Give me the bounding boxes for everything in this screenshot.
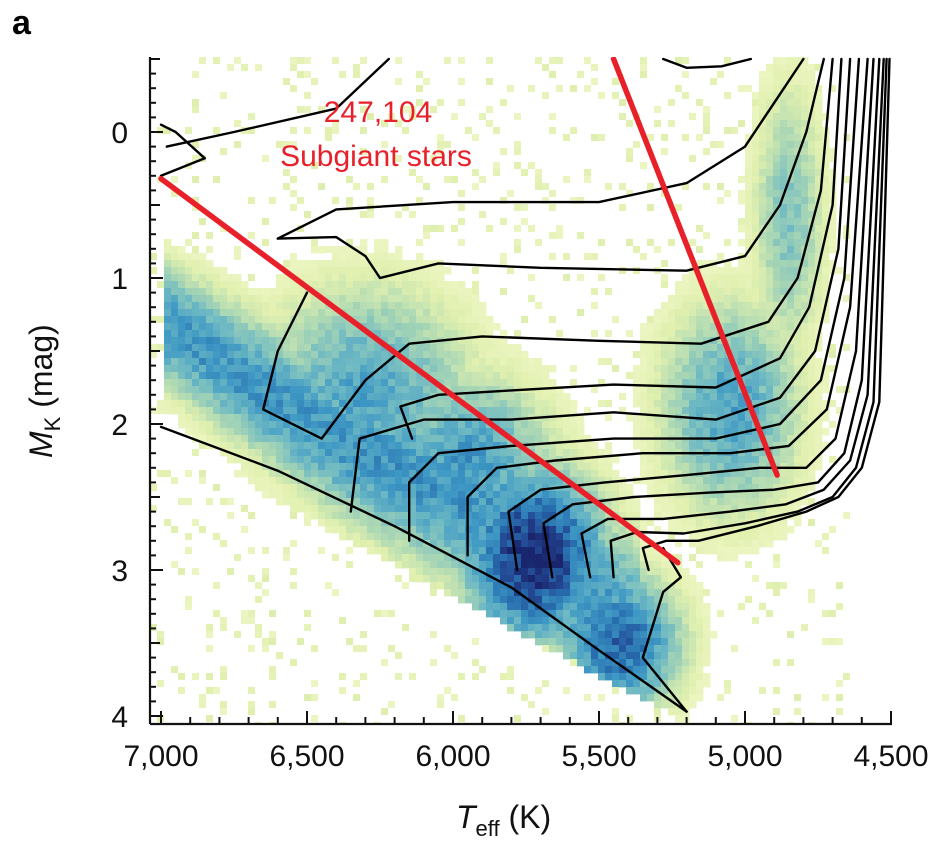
x-tick-label: 6,500	[269, 740, 344, 773]
isochrone-curves	[159, 57, 891, 713]
selection-boundary-lines	[158, 57, 780, 566]
x-axis-label-symbol: T	[456, 799, 478, 835]
y-axis-label-subscript: K	[40, 416, 65, 431]
isochrone-curve-1	[165, 57, 390, 148]
left-boundary-line	[158, 175, 681, 566]
isochrone-curve-11	[507, 57, 875, 572]
x-tick-label: 5,500	[561, 740, 636, 773]
isochrone-curve-8	[349, 57, 852, 513]
y-tick-label: 3	[111, 555, 128, 588]
y-tick-label: 4	[111, 701, 128, 734]
isochrone-curve-10	[466, 57, 869, 557]
y-tick-label: 1	[111, 263, 128, 296]
subgiant-count-annotation: 247,104	[324, 96, 432, 129]
isochrone-curve-16	[159, 425, 688, 713]
isochrone-curve-6	[262, 57, 834, 440]
y-axis-label-unit: (mag)	[23, 324, 59, 416]
isochrone-curve-14	[609, 57, 888, 579]
x-tick-label: 4,500	[853, 740, 928, 773]
isochrone-curve-7	[399, 57, 843, 440]
density-heatmap	[150, 57, 850, 724]
isochrone-curve-5	[276, 57, 825, 280]
y-tick-label: 0	[111, 117, 128, 150]
isochrone-curve-13	[580, 57, 885, 579]
y-axis-label-symbol: M	[23, 431, 59, 458]
x-tick-label: 7,000	[123, 740, 198, 773]
axes: 0 1 2 3 4 7,000 6,500 6,000 5,500 5,000 4,500	[111, 57, 929, 773]
isochrone-curve-3	[159, 123, 206, 177]
right-boundary-line	[610, 57, 780, 478]
y-tick-label: 2	[111, 409, 128, 442]
y-axis-label: MK (mag)	[23, 324, 65, 458]
panel-label: a	[12, 4, 32, 42]
isochrone-curve-4	[276, 57, 805, 240]
x-axis-label-subscript: eff	[476, 816, 501, 841]
isochrone-curve-12	[542, 57, 881, 579]
isochrone-curve-17	[641, 546, 688, 713]
subgiant-label-annotation: Subgiant stars	[280, 140, 472, 173]
x-axis-label-unit: (K)	[500, 799, 552, 835]
isochrone-curve-9	[408, 57, 861, 542]
watermark-text: 知乎 @星河孤旅	[758, 790, 934, 818]
x-tick-label: 5,000	[707, 740, 782, 773]
annotation: 247,104 Subgiant stars	[280, 96, 472, 173]
isochrone-curve-2	[662, 57, 752, 69]
x-tick-label: 6,000	[415, 740, 490, 773]
x-axis-label: Teff (K)	[456, 799, 551, 841]
